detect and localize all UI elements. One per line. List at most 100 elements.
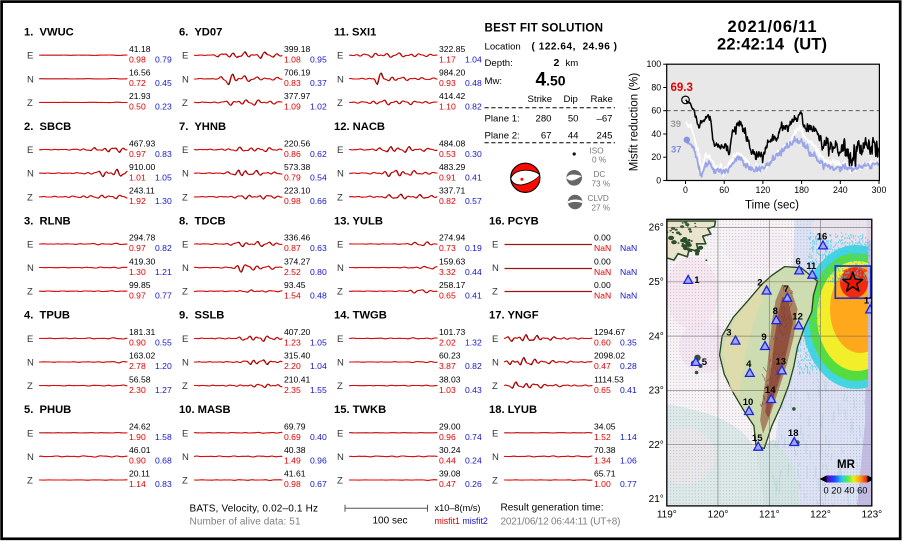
svg-text:414.42: 414.42 xyxy=(439,91,466,101)
svg-text:E: E xyxy=(492,240,498,251)
svg-text:80: 80 xyxy=(651,83,661,93)
svg-text:8. TDCB: 8. TDCB xyxy=(179,215,226,227)
svg-text:N: N xyxy=(27,169,34,180)
svg-text:0.50: 0.50 xyxy=(129,102,146,112)
svg-text:11: 11 xyxy=(806,261,817,272)
svg-text:3.87: 3.87 xyxy=(439,361,456,371)
svg-text:1.55: 1.55 xyxy=(310,385,327,395)
svg-text:2.02: 2.02 xyxy=(439,338,456,348)
svg-text:7: 7 xyxy=(784,284,789,295)
svg-text:3.32: 3.32 xyxy=(439,267,456,277)
svg-text:N: N xyxy=(27,263,34,274)
svg-text:0.55: 0.55 xyxy=(155,338,172,348)
svg-text:E: E xyxy=(182,334,188,345)
svg-text:121°: 121° xyxy=(759,510,780,521)
svg-text:100 sec: 100 sec xyxy=(372,516,407,527)
svg-text:9. SSLB: 9. SSLB xyxy=(179,310,224,322)
svg-text:7. YHNB: 7. YHNB xyxy=(179,121,226,133)
svg-text:N: N xyxy=(27,74,34,85)
svg-text:18: 18 xyxy=(788,428,799,439)
svg-text:0.43: 0.43 xyxy=(465,385,482,395)
svg-text:1294.67: 1294.67 xyxy=(594,327,625,337)
svg-text:Z: Z xyxy=(337,476,343,487)
svg-text:1.17: 1.17 xyxy=(439,54,456,64)
svg-text:N: N xyxy=(492,358,499,369)
svg-text:119°: 119° xyxy=(657,510,677,521)
svg-text:N: N xyxy=(182,263,189,274)
svg-text:1.54: 1.54 xyxy=(284,290,301,300)
svg-text:Z: Z xyxy=(492,287,498,298)
svg-text:N: N xyxy=(337,358,344,369)
svg-text:210.41: 210.41 xyxy=(284,374,311,384)
svg-text:Plane 2:: Plane 2: xyxy=(485,131,520,142)
svg-text:km: km xyxy=(566,58,579,69)
svg-text:5. PHUB: 5. PHUB xyxy=(24,404,71,416)
svg-text:337.71: 337.71 xyxy=(439,186,466,196)
svg-text:0.19: 0.19 xyxy=(465,243,482,253)
svg-text:0.77: 0.77 xyxy=(620,479,637,489)
svg-text:0.97: 0.97 xyxy=(129,149,146,159)
svg-text:223.10: 223.10 xyxy=(284,186,311,196)
svg-text:0.26: 0.26 xyxy=(465,479,482,489)
svg-text:N: N xyxy=(182,452,189,463)
svg-text:Misfit reduction (%): Misfit reduction (%) xyxy=(629,73,641,172)
svg-text:N: N xyxy=(182,74,189,85)
svg-text:Z: Z xyxy=(492,476,498,487)
svg-text:E: E xyxy=(337,428,343,439)
svg-text:0.72: 0.72 xyxy=(129,78,146,88)
svg-text:1. VWUC: 1. VWUC xyxy=(24,27,74,39)
svg-text:0.44: 0.44 xyxy=(465,267,482,277)
svg-text:2: 2 xyxy=(757,278,762,289)
svg-text:E: E xyxy=(337,334,343,345)
svg-text:0.63: 0.63 xyxy=(310,243,327,253)
svg-text:25°: 25° xyxy=(649,277,664,288)
svg-text:NaN: NaN xyxy=(594,267,611,277)
svg-text:910.00: 910.00 xyxy=(129,162,156,172)
svg-text:1.10: 1.10 xyxy=(439,102,456,112)
svg-text:315.40: 315.40 xyxy=(284,351,311,361)
svg-text:Z: Z xyxy=(182,476,188,487)
svg-text:14: 14 xyxy=(765,385,776,396)
svg-text:0.98: 0.98 xyxy=(284,479,301,489)
svg-text:8: 8 xyxy=(773,306,778,317)
svg-text:16: 16 xyxy=(817,232,828,243)
svg-text:37: 37 xyxy=(671,145,682,156)
svg-text:Result generation time:: Result generation time: xyxy=(501,503,604,514)
svg-text:2: 2 xyxy=(554,57,560,69)
svg-text:Z: Z xyxy=(182,381,188,392)
svg-text:0.98: 0.98 xyxy=(129,54,146,64)
svg-text:0.90: 0.90 xyxy=(129,456,146,466)
svg-text:0.68: 0.68 xyxy=(155,456,172,466)
svg-text:0.96: 0.96 xyxy=(439,432,456,442)
svg-text:1.09: 1.09 xyxy=(284,102,301,112)
svg-text:20.11: 20.11 xyxy=(129,469,150,479)
svg-text:70.38: 70.38 xyxy=(594,445,616,455)
svg-text:4: 4 xyxy=(746,359,752,370)
svg-text:N: N xyxy=(27,452,34,463)
svg-text:984.20: 984.20 xyxy=(439,68,466,78)
svg-text:0.44: 0.44 xyxy=(439,456,456,466)
svg-text:4. TPUB: 4. TPUB xyxy=(24,310,70,322)
svg-text:46.01: 46.01 xyxy=(129,445,151,455)
svg-text:1.14: 1.14 xyxy=(129,479,146,489)
svg-text:38.03: 38.03 xyxy=(439,374,461,384)
svg-text:93.45: 93.45 xyxy=(284,280,306,290)
svg-text:1.30: 1.30 xyxy=(155,196,172,206)
svg-text:1.04: 1.04 xyxy=(310,361,327,371)
svg-text:22:42:14 (UT): 22:42:14 (UT) xyxy=(717,35,827,53)
svg-text:163.02: 163.02 xyxy=(129,351,156,361)
svg-text:0.82: 0.82 xyxy=(439,196,456,206)
svg-text:44: 44 xyxy=(568,131,579,142)
svg-text:1.08: 1.08 xyxy=(284,54,301,64)
svg-text:2098.02: 2098.02 xyxy=(594,351,625,361)
svg-text:E: E xyxy=(337,240,343,251)
svg-text:23°: 23° xyxy=(649,386,664,397)
svg-text:0.65: 0.65 xyxy=(439,290,456,300)
svg-text:30.24: 30.24 xyxy=(439,445,461,455)
svg-text:13: 13 xyxy=(776,357,787,368)
svg-text:1.23: 1.23 xyxy=(284,338,301,348)
svg-text:1.06: 1.06 xyxy=(620,456,637,466)
svg-text:0.48: 0.48 xyxy=(310,290,327,300)
svg-text:17. YNGF: 17. YNGF xyxy=(489,310,539,322)
svg-text:1.05: 1.05 xyxy=(310,338,327,348)
